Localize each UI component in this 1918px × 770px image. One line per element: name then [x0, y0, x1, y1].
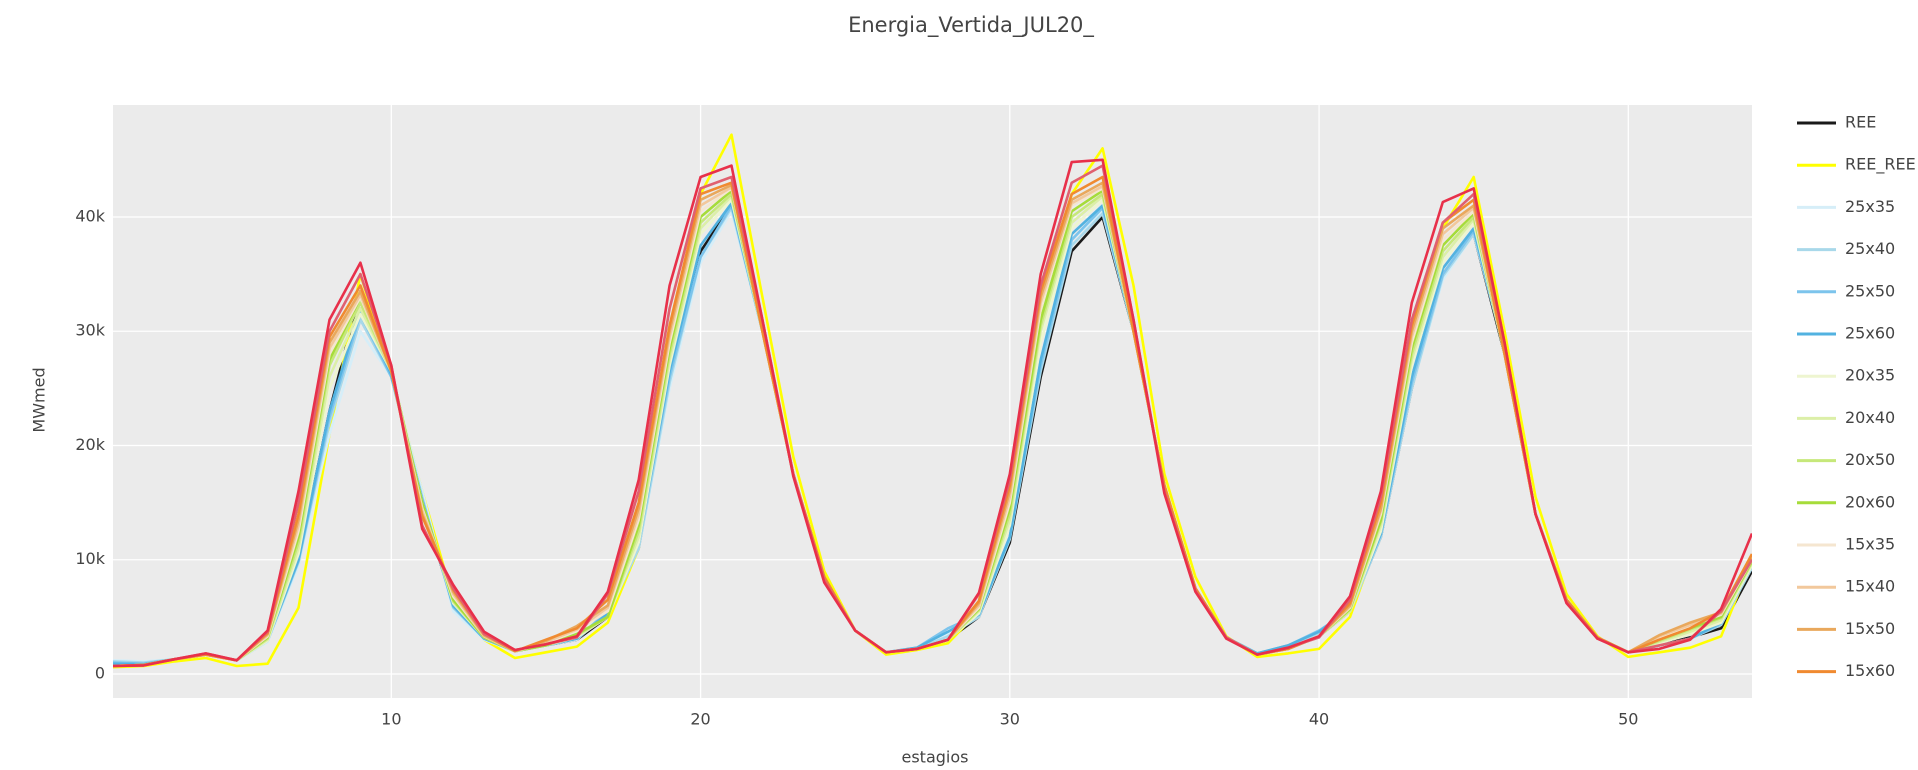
y-tick-label: 20k	[75, 435, 105, 454]
legend-label: 20x60	[1845, 492, 1895, 511]
series-line	[113, 158, 1752, 668]
legend-label: 15x50	[1845, 619, 1895, 638]
legend-label: 25x60	[1845, 324, 1895, 343]
y-tick-label: 0	[95, 664, 105, 683]
y-tick-label: 40k	[75, 206, 105, 225]
legend-label: 15x40	[1845, 577, 1895, 596]
x-tick-label: 30	[1000, 710, 1020, 729]
legend-label: 20x50	[1845, 450, 1895, 469]
x-tick-label: 40	[1309, 710, 1329, 729]
legend-label: 25x50	[1845, 281, 1895, 300]
y-tick-label: 10k	[75, 549, 105, 568]
legend-label: 15x60	[1845, 661, 1895, 680]
y-tick-label: 30k	[75, 321, 105, 340]
x-tick-label: 20	[690, 710, 710, 729]
chart-title: Energia_Vertida_JUL20_	[848, 13, 1094, 38]
legend-label: 15x35	[1845, 535, 1895, 554]
y-axis-title: MWmed	[30, 367, 49, 432]
legend-label: 20x40	[1845, 408, 1895, 427]
x-tick-label: 50	[1618, 710, 1638, 729]
plot-area	[113, 105, 1752, 698]
legend-label: REE_REE	[1845, 155, 1916, 175]
legend-label: REE	[1845, 113, 1876, 132]
x-axis-title: estagios	[902, 748, 969, 767]
x-tick-label: 10	[381, 710, 401, 729]
legend-label: 25x35	[1845, 197, 1895, 216]
legend-label: 20x35	[1845, 366, 1895, 385]
legend-label: 25x40	[1845, 239, 1895, 258]
